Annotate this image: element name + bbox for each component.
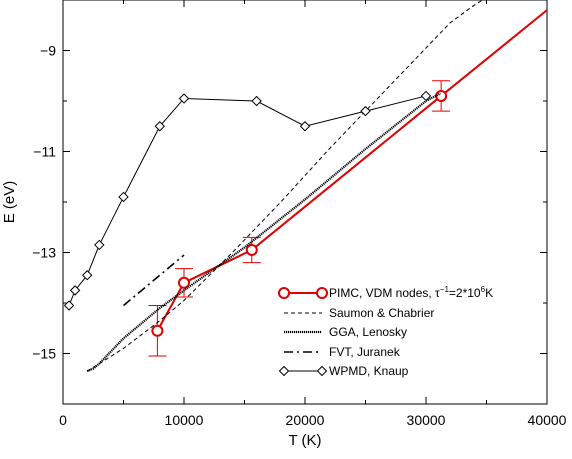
series-dotted-thick [86,92,442,373]
series-line [86,0,484,372]
pimc-point [178,276,190,289]
x-tick-label: 0 [59,412,67,428]
legend-label-part: K [485,286,493,300]
legend-label: WPMD, Knaup [329,364,409,378]
wpmd-point [94,239,105,251]
legend-label-part: PIMC, VDM nodes, τ [329,286,440,300]
axis-ticks: 0 10000 20000 30000 40000 −15 −13 −11 −9 [32,0,567,428]
series-solid-red-circles [148,9,547,357]
series-dashed [86,0,484,372]
wpmd-point [63,300,75,311]
wpmd-point [299,121,311,132]
series-line [122,254,185,307]
y-axis-label: E (eV) [1,181,18,224]
wpmd-point [118,191,129,203]
pimc-point [151,324,164,337]
plot-frame [62,0,548,405]
wpmd-point [154,121,166,132]
y-tick-label: −13 [32,245,56,261]
series-dash-dot [122,254,185,307]
series-layer [63,0,547,373]
wpmd-point [360,105,371,117]
wpmd-point [81,270,93,281]
legend-label-part: −1 [440,285,450,294]
legend-label: GGA, Lenosky [329,325,407,339]
series-line [86,92,442,373]
x-axis-label: T (K) [288,432,321,449]
legend-label: PIMC, VDM nodes, τ−1=2*106K [329,285,493,300]
plot-area [63,0,547,373]
x-tick-label: 40000 [528,412,567,428]
legend-label-part: =2*10 [449,286,481,300]
legend-marker [316,365,328,377]
y-tick-label: −11 [33,144,56,160]
pimc-point [245,243,258,256]
wpmd-point [69,285,81,296]
legend-marker [278,365,290,377]
wpmd-point [178,93,190,104]
wpmd-point [251,95,262,107]
wpmd-point [420,90,432,102]
x-tick-label: 20000 [286,412,325,428]
legend-marker [316,287,328,299]
legend-label: FVT, Juranek [329,345,401,359]
legend-label-part: 6 [481,285,486,294]
legend-label: Saumon & Chabrier [329,306,434,320]
series-solid-diamonds [63,90,432,311]
legend-marker [278,287,290,299]
y-tick-label: −9 [40,43,56,59]
x-tick-label: 10000 [165,412,204,428]
series-line-extension [440,9,547,97]
x-tick-label: 30000 [407,412,446,428]
legend: PIMC, VDM nodes, τ−1=2*106K Saumon & Chab… [278,285,493,378]
y-tick-label: −15 [32,346,56,362]
